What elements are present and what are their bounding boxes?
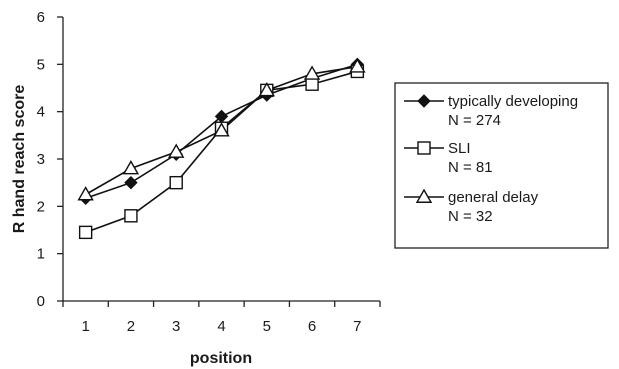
series-markers-general-delay: [77, 58, 366, 201]
legend-sublabel: N = 32: [448, 208, 493, 225]
y-tick-label: 1: [37, 246, 45, 263]
data-point: [122, 160, 140, 175]
legend-items: typically developing N = 274 SLI N = 81 gene…: [404, 93, 578, 225]
data-point: [213, 122, 230, 137]
data-point: [78, 225, 93, 240]
legend-marker: [417, 141, 431, 155]
data-point: [303, 65, 321, 80]
series-sli: [85, 70, 358, 234]
x-tick-label: 2: [127, 318, 135, 335]
x-tick-label: 6: [308, 318, 316, 335]
x-tick-label: 4: [217, 318, 225, 335]
x-ticks: 1 2 3 4 5 6 7: [62, 301, 381, 335]
data-point: [258, 81, 275, 97]
x-tick-label: 5: [263, 318, 271, 335]
legend-marker: [417, 94, 431, 108]
legend-box: [394, 82, 609, 249]
legend-item-sli: SLI N = 81: [404, 140, 493, 176]
legend-item-typically-developing: typically developing N = 274: [404, 93, 578, 129]
data-point: [169, 175, 183, 190]
x-tick-label: 3: [172, 318, 180, 335]
x-tick-label: 1: [81, 318, 89, 335]
data-point: [77, 186, 94, 201]
legend-sublabel: N = 81: [448, 159, 493, 176]
data-point: [168, 143, 185, 158]
legend-label: typically developing: [448, 93, 578, 110]
series-line: [85, 70, 358, 234]
y-tick-label: 5: [37, 56, 45, 73]
data-point: [124, 209, 138, 223]
y-tick-label: 6: [37, 9, 45, 26]
y-tick-label: 0: [37, 293, 45, 310]
series-markers-sli: [78, 64, 365, 240]
legend-label: general delay: [448, 189, 539, 206]
axes: [62, 17, 380, 302]
legend-label: SLI: [448, 140, 471, 157]
x-axis-title: position: [190, 350, 252, 367]
series-layer: [77, 57, 366, 240]
legend: typically developing N = 274 SLI N = 81 gene…: [394, 82, 609, 249]
legend-sublabel: N = 274: [448, 112, 501, 129]
y-axis-title: R hand reach score: [11, 85, 28, 234]
y-tick-label: 4: [37, 104, 45, 121]
legend-item-general-delay: general delay N = 32: [404, 188, 539, 225]
data-point: [349, 58, 366, 73]
data-point: [124, 175, 138, 190]
x-tick-label: 7: [353, 318, 361, 335]
y-ticks: 0 1 2 3 4 5 6: [37, 9, 63, 310]
y-tick-label: 3: [37, 151, 45, 168]
legend-marker: [415, 188, 433, 203]
data-point: [305, 77, 319, 91]
y-tick-label: 2: [37, 198, 45, 215]
